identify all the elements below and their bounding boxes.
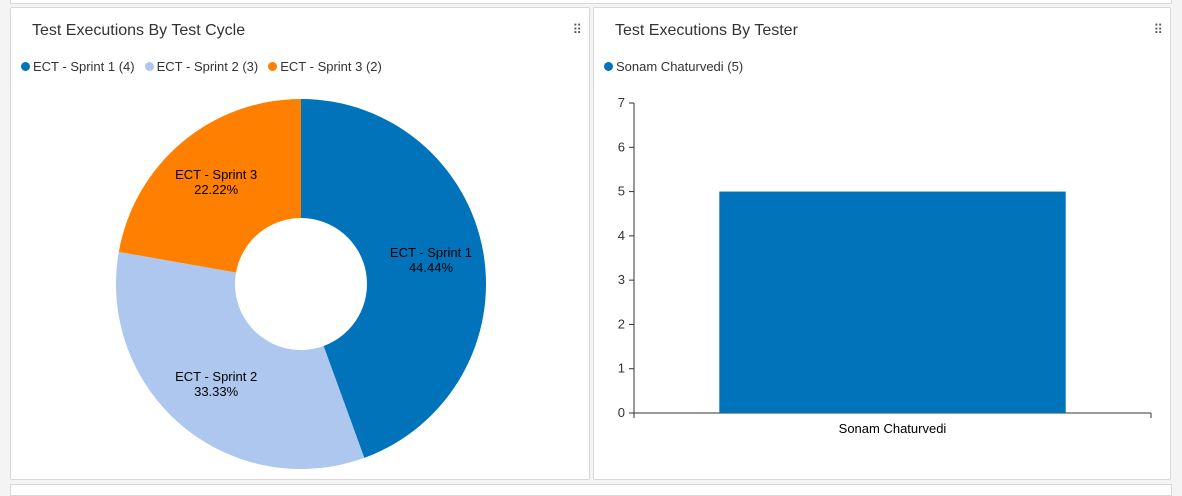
drag-handle-icon[interactable]: ⠿: [572, 22, 581, 37]
slice-label: ECT - Sprint 1: [390, 245, 472, 260]
legend-marker-icon: [21, 62, 30, 71]
slice-label: ECT - Sprint 2: [175, 369, 257, 384]
slice-percent-label: 33.33%: [194, 384, 239, 399]
y-tick-label: 7: [618, 95, 625, 110]
donut-slice[interactable]: [118, 99, 301, 273]
legend: Sonam Chaturvedi (5): [604, 59, 743, 74]
legend-label: ECT - Sprint 3 (2): [280, 59, 382, 74]
panel-above: [10, 0, 1172, 4]
slice-percent-label: 22.22%: [194, 182, 239, 197]
bar-chart: 0 1 2 3 4 5 6 7 Sonam Chaturvedi: [618, 95, 1152, 436]
widget-title: Test Executions By Tester: [615, 22, 798, 39]
legend-marker-icon: [144, 62, 154, 71]
legend-item[interactable]: Sonam Chaturvedi (5): [604, 59, 743, 74]
legend-label: ECT - Sprint 1 (4): [33, 59, 135, 74]
y-tick-label: 3: [618, 272, 625, 287]
legend-label: Sonam Chaturvedi (5): [616, 59, 744, 74]
widget-title: Test Executions By Test Cycle: [32, 22, 246, 39]
panel-below: [10, 484, 1172, 496]
y-tick-label: 1: [618, 361, 625, 376]
drag-handle-icon[interactable]: ⠿: [1153, 22, 1162, 37]
y-tick-label: 4: [618, 228, 625, 243]
y-tick-label: 6: [618, 139, 625, 154]
legend-item[interactable]: ECT - Sprint 3 (2): [268, 59, 382, 74]
x-tick-label: Sonam Chaturvedi: [839, 421, 947, 436]
legend-marker-icon: [268, 62, 278, 71]
donut-chart: ECT - Sprint 144.44% ECT - Sprint 233.33%…: [116, 99, 486, 469]
legend-item[interactable]: ECT - Sprint 2 (3): [144, 59, 259, 74]
legend-label: ECT - Sprint 2 (3): [156, 59, 259, 74]
slice-percent-label: 44.44%: [409, 260, 454, 275]
legend-item[interactable]: ECT - Sprint 1 (4): [21, 59, 135, 74]
legend-marker-icon: [604, 62, 613, 71]
legend: ECT - Sprint 1 (4) ECT - Sprint 2 (3) ECT …: [21, 59, 382, 74]
bar[interactable]: [719, 191, 1066, 413]
y-tick-label: 0: [618, 405, 625, 420]
slice-label: ECT - Sprint 3: [175, 167, 257, 182]
test-cycle-widget: Test Executions By Test Cycle ⠿ ECT - Sp…: [10, 7, 590, 480]
donut-slice[interactable]: [116, 251, 365, 469]
y-tick-label: 5: [618, 184, 625, 199]
donut-slice[interactable]: [301, 99, 486, 458]
y-tick-label: 2: [618, 316, 625, 331]
tester-widget: Test Executions By Tester ⠿ Sonam Chatur…: [593, 7, 1171, 480]
